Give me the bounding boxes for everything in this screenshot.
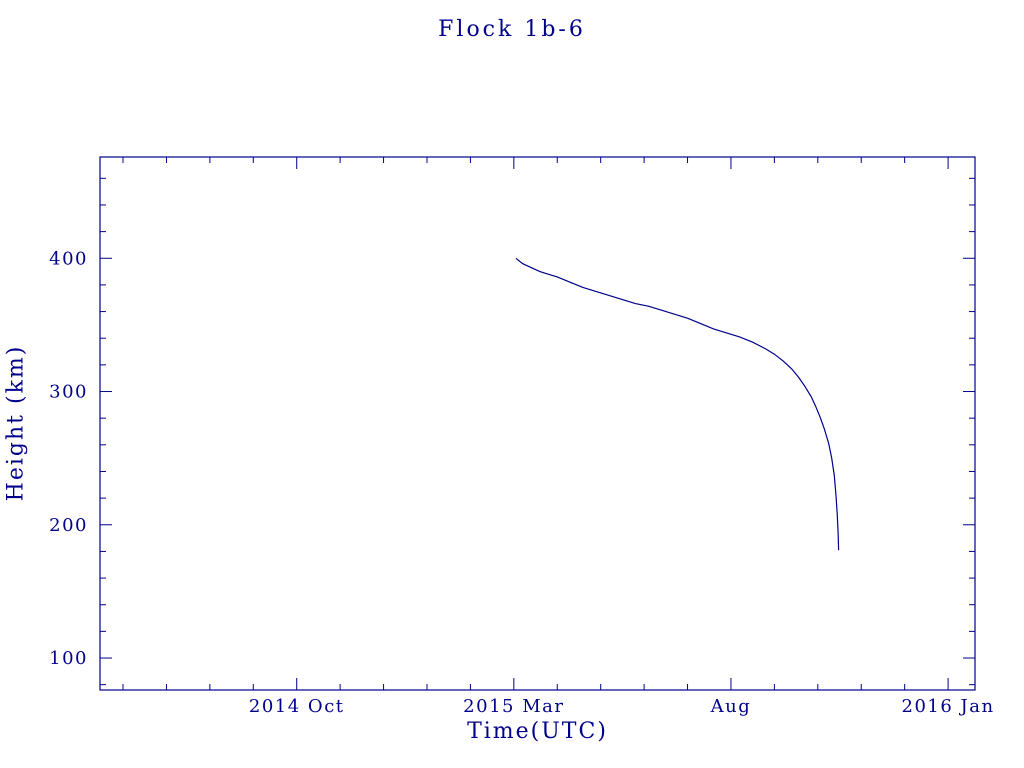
data-line [515, 257, 840, 551]
x-tick-label: 2016 Jan [902, 696, 995, 717]
x-tick-label: Aug [710, 696, 752, 717]
x-axis-label: Time(UTC) [467, 719, 608, 744]
y-tick-label: 200 [49, 515, 88, 536]
y-tick-label: 400 [49, 248, 88, 269]
chart-title: Flock 1b-6 [438, 17, 586, 42]
y-tick-label: 300 [49, 382, 88, 403]
plot-frame [99, 156, 976, 691]
x-tick-label: 2014 Oct [249, 696, 345, 717]
y-tick-label: 100 [49, 648, 88, 669]
x-tick-label: 2015 Mar [463, 696, 564, 717]
